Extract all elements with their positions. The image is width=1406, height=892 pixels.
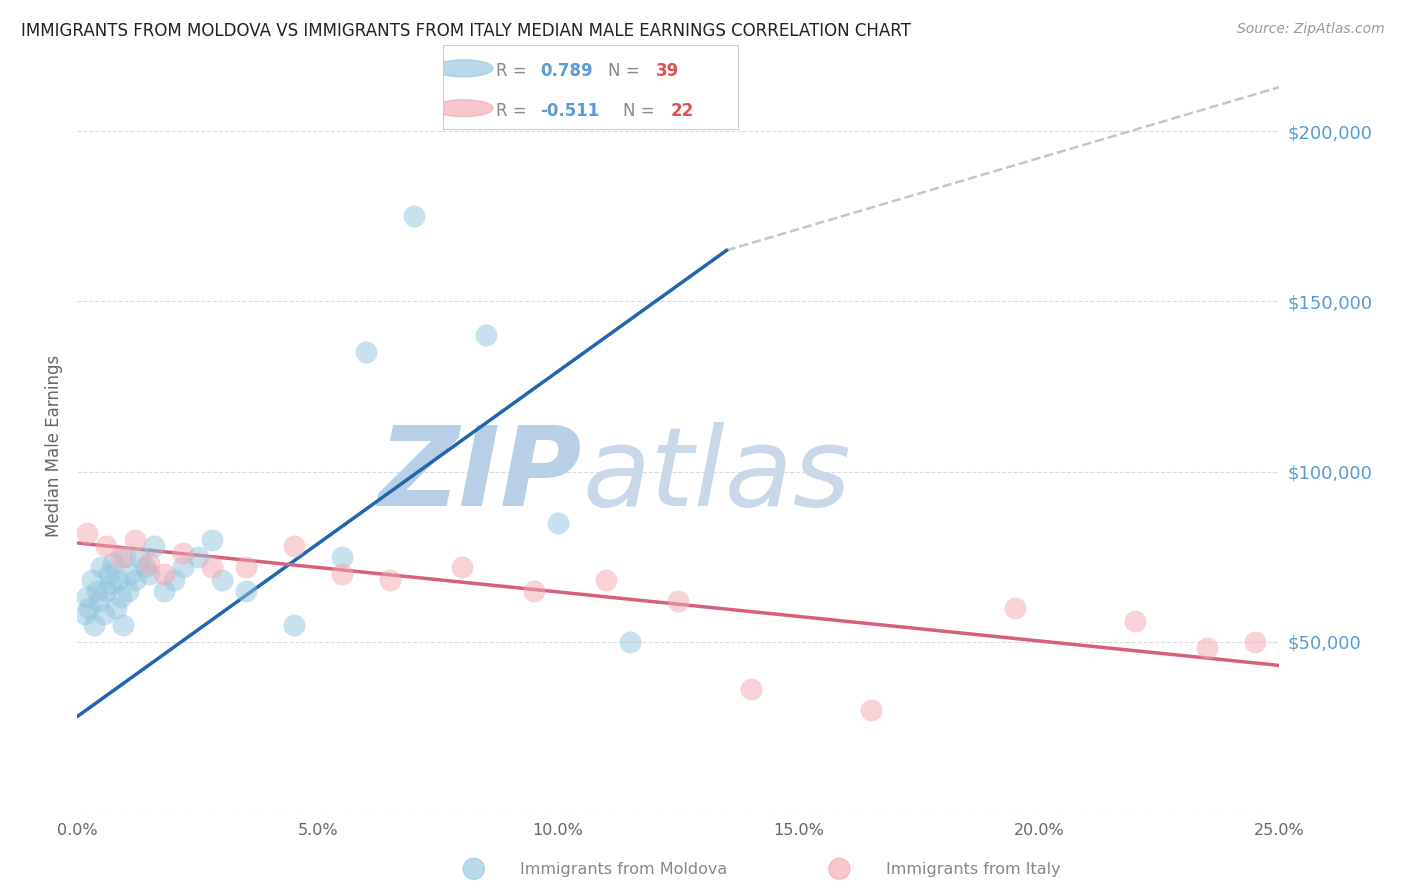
Point <box>378 574 401 588</box>
Text: N =: N = <box>609 62 640 80</box>
Point <box>1197 641 1219 656</box>
Point <box>619 634 641 648</box>
Circle shape <box>434 100 494 117</box>
Point <box>124 533 146 547</box>
Point <box>87 594 110 608</box>
Text: R =: R = <box>496 102 527 120</box>
Point <box>211 574 233 588</box>
Text: Source: ZipAtlas.com: Source: ZipAtlas.com <box>1237 22 1385 37</box>
Point <box>93 607 115 622</box>
Point <box>110 549 132 564</box>
Point <box>153 583 176 598</box>
Point <box>201 559 224 574</box>
Circle shape <box>463 858 485 880</box>
Point <box>111 617 134 632</box>
Point <box>114 549 136 564</box>
Point <box>76 591 98 605</box>
Point <box>451 559 474 574</box>
Point <box>128 549 150 564</box>
Point <box>235 559 257 574</box>
Point <box>283 617 305 632</box>
Text: 0.789: 0.789 <box>540 62 593 80</box>
Point <box>76 525 98 540</box>
Point <box>124 574 146 588</box>
Point <box>80 574 103 588</box>
Point <box>172 559 194 574</box>
Point <box>1123 614 1146 628</box>
Point <box>103 557 125 571</box>
Point <box>523 583 546 598</box>
Text: 22: 22 <box>671 102 693 120</box>
Text: ZIP: ZIP <box>378 422 582 529</box>
Point <box>201 533 224 547</box>
Point <box>86 583 108 598</box>
Point <box>740 682 762 697</box>
Point <box>138 557 160 571</box>
Point <box>235 583 257 598</box>
Point <box>475 328 498 343</box>
Point <box>117 583 139 598</box>
Point <box>595 574 617 588</box>
Point <box>153 566 176 581</box>
Text: 39: 39 <box>655 62 679 80</box>
Text: -0.511: -0.511 <box>540 102 599 120</box>
Y-axis label: Median Male Earnings: Median Male Earnings <box>45 355 63 537</box>
Point <box>96 540 118 554</box>
Point <box>143 540 166 554</box>
Point <box>134 559 156 574</box>
Circle shape <box>828 858 851 880</box>
Text: Immigrants from Italy: Immigrants from Italy <box>886 863 1060 877</box>
Point <box>354 345 377 359</box>
Text: Immigrants from Moldova: Immigrants from Moldova <box>520 863 727 877</box>
Point <box>138 566 160 581</box>
Point <box>668 594 690 608</box>
Point <box>96 583 118 598</box>
Point <box>172 546 194 560</box>
Point <box>107 574 129 588</box>
Text: N =: N = <box>623 102 655 120</box>
Text: atlas: atlas <box>582 422 851 529</box>
Text: R =: R = <box>496 62 527 80</box>
Point <box>187 549 209 564</box>
Point <box>104 600 127 615</box>
Text: IMMIGRANTS FROM MOLDOVA VS IMMIGRANTS FROM ITALY MEDIAN MALE EARNINGS CORRELATIO: IMMIGRANTS FROM MOLDOVA VS IMMIGRANTS FR… <box>21 22 911 40</box>
Circle shape <box>434 60 494 77</box>
Point <box>90 559 112 574</box>
Point <box>1004 600 1026 615</box>
Point <box>100 576 122 591</box>
Point <box>547 516 569 530</box>
Point <box>120 566 142 581</box>
Point <box>859 703 882 717</box>
Point <box>1244 634 1267 648</box>
Point <box>402 210 425 224</box>
Point <box>110 591 132 605</box>
Point <box>79 600 101 615</box>
Point <box>330 549 353 564</box>
Point <box>162 574 184 588</box>
Point <box>330 566 353 581</box>
Point <box>83 617 105 632</box>
Point <box>283 540 305 554</box>
Point <box>97 566 120 581</box>
Point <box>73 607 96 622</box>
